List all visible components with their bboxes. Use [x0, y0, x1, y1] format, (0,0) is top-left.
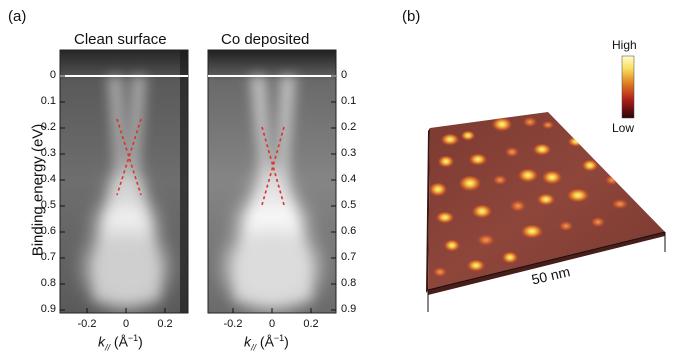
colorbar-low-label: Low [612, 121, 635, 135]
panel-b-label: (b) [402, 8, 421, 25]
unit-exponent: −1 [127, 333, 139, 343]
y-tick-label: 0.4 [40, 173, 56, 185]
x-tick-label: 0 [268, 318, 276, 330]
y-ticks-left [60, 75, 65, 311]
right-map-title: Co deposited [221, 31, 310, 48]
unit-exponent: −1 [273, 333, 285, 343]
x-tick-label: 0 [122, 318, 130, 330]
y-tick-label: 0.8 [341, 277, 357, 289]
k-symbol: k [98, 333, 105, 350]
k-symbol: k [244, 333, 251, 350]
y-ticks-right [331, 75, 336, 311]
x-axis-label-right: k// (Å−1) [244, 333, 289, 352]
y-tick-label: 0.7 [341, 251, 357, 263]
dirac-dash-right-1 [261, 126, 285, 206]
y-tick-label: 0.3 [341, 147, 357, 159]
unit-open: (Å [256, 333, 274, 350]
y-tick-label: 0.9 [40, 303, 56, 315]
co-deposited-map [208, 50, 336, 313]
y-tick-label: 0.1 [40, 95, 56, 107]
x-ticks [86, 308, 312, 313]
x-tick-label: -0.2 [223, 318, 243, 330]
x-axis-label-left: k// (Å−1) [98, 333, 143, 352]
unit-close: ) [284, 333, 289, 350]
k-subscript: // [251, 342, 257, 353]
colorbar-high-label: High [612, 38, 637, 52]
y-tick-label: 0.1 [341, 95, 357, 107]
y-tick-label: 0.4 [341, 173, 357, 185]
x-tick-label: -0.2 [77, 318, 97, 330]
panel-a-label: (a) [8, 8, 27, 25]
k-subscript: // [105, 342, 111, 353]
dirac-dash-left-1 [116, 118, 142, 196]
y-tick-label: 0 [49, 69, 56, 81]
dirac-dash-left-2 [116, 118, 142, 196]
x-tick-label: 0.2 [303, 318, 319, 330]
left-map-frame [59, 49, 189, 314]
x-tick-label: 0.2 [157, 318, 173, 330]
y-tick-label: 0.8 [40, 277, 56, 289]
y-tick-label: 0 [341, 69, 348, 81]
co-islands [429, 117, 628, 277]
y-tick-label: 0.2 [40, 121, 56, 133]
y-tick-label: 0.5 [40, 199, 56, 211]
y-tick-label: 0.6 [341, 225, 357, 237]
y-tick-label: 0.3 [40, 147, 56, 159]
y-tick-label: 0.5 [341, 199, 357, 211]
left-map-title: Clean surface [74, 31, 167, 48]
dirac-dash-right-2 [261, 126, 285, 206]
clean-surface-map [60, 50, 188, 313]
unit-close: ) [138, 333, 143, 350]
y-tick-label: 0.7 [40, 251, 56, 263]
colorbar [621, 55, 635, 119]
scale-bar-line [427, 231, 666, 291]
surface-left-edge [426, 128, 430, 293]
unit-open: (Å [110, 333, 128, 350]
y-tick-label: 0.6 [40, 225, 56, 237]
y-tick-label: 0.9 [341, 303, 357, 315]
surface-front-edge [428, 232, 665, 295]
y-tick-label: 0.2 [341, 121, 357, 133]
